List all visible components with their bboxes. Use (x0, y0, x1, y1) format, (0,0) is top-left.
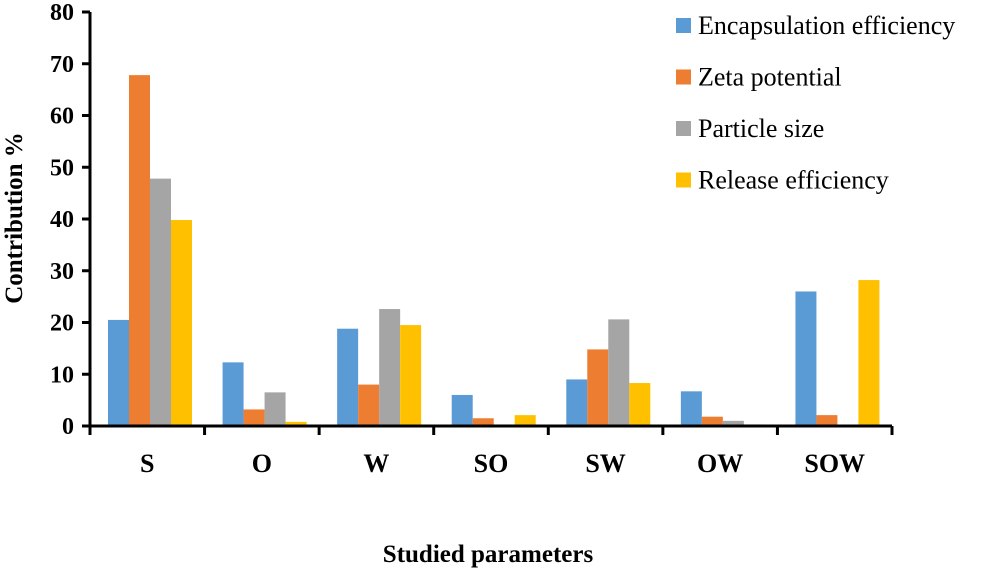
legend: Encapsulation efficiency Zeta potential Pa… (676, 11, 955, 195)
legend-label-zeta-potential: Zeta potential (698, 63, 842, 92)
y-tick-label-40: 40 (50, 207, 74, 233)
bar-o-release-efficiency (285, 421, 307, 426)
y-tick-label-0: 0 (62, 414, 74, 440)
bar-so-encapsulation-efficiency (451, 394, 473, 426)
bar-ow-particle-size (722, 420, 744, 426)
bar-sw-zeta-potential (587, 349, 609, 426)
bars-layer (108, 75, 880, 426)
bar-s-encapsulation-efficiency (108, 319, 129, 426)
bar-w-particle-size (379, 309, 401, 426)
x-category-label-o: O (252, 449, 272, 478)
legend-swatch-encapsulation-efficiency (676, 18, 691, 33)
x-category-label-so: SO (474, 449, 509, 478)
bar-sw-encapsulation-efficiency (566, 379, 588, 426)
bar-s-release-efficiency (171, 220, 192, 426)
bar-so-release-efficiency (514, 415, 536, 426)
x-category-label-s: S (140, 449, 154, 478)
y-tick-label-70: 70 (50, 52, 74, 78)
bar-sw-release-efficiency (629, 383, 651, 426)
bar-w-encapsulation-efficiency (337, 328, 359, 426)
legend-swatch-particle-size (676, 121, 691, 136)
y-tick-label-20: 20 (50, 311, 74, 337)
bar-sow-zeta-potential (816, 415, 838, 426)
bar-sow-encapsulation-efficiency (795, 291, 817, 426)
bar-o-particle-size (264, 392, 286, 426)
x-category-label-sow: SOW (804, 449, 865, 478)
x-categories-layer: S O W SO SW OW SOW (88, 426, 894, 478)
bar-w-release-efficiency (400, 325, 422, 426)
x-category-label-ow: OW (697, 449, 743, 478)
bar-so-zeta-potential (472, 418, 494, 426)
legend-swatch-release-efficiency (676, 172, 691, 188)
legend-label-release-efficiency: Release efficiency (698, 166, 889, 195)
bar-o-encapsulation-efficiency (222, 362, 244, 426)
bar-w-zeta-potential (358, 384, 380, 426)
bar-ow-encapsulation-efficiency (680, 391, 702, 426)
x-category-label-sw: SW (585, 449, 625, 478)
y-tick-label-30: 30 (50, 259, 74, 285)
legend-label-encapsulation-efficiency: Encapsulation efficiency (698, 11, 955, 40)
bar-o-zeta-potential (243, 409, 265, 426)
y-tick-label-80: 80 (50, 0, 74, 26)
y-tick-label-60: 60 (50, 104, 74, 130)
legend-label-particle-size: Particle size (698, 114, 824, 143)
bar-ow-zeta-potential (701, 416, 723, 426)
y-axis-title: Contribution % (1, 132, 28, 304)
bar-sow-release-efficiency (858, 280, 880, 426)
bar-s-particle-size (150, 178, 171, 426)
bar-s-zeta-potential (129, 75, 150, 426)
x-axis-title: Studied parameters (383, 541, 594, 568)
y-tick-label-50: 50 (50, 155, 74, 181)
y-tick-label-10: 10 (50, 362, 74, 388)
y-ticks-layer: 0 10 20 30 40 50 60 70 80 (50, 0, 90, 440)
x-category-label-w: W (363, 449, 389, 478)
legend-swatch-zeta-potential (676, 69, 691, 85)
bar-sw-particle-size (608, 319, 630, 426)
